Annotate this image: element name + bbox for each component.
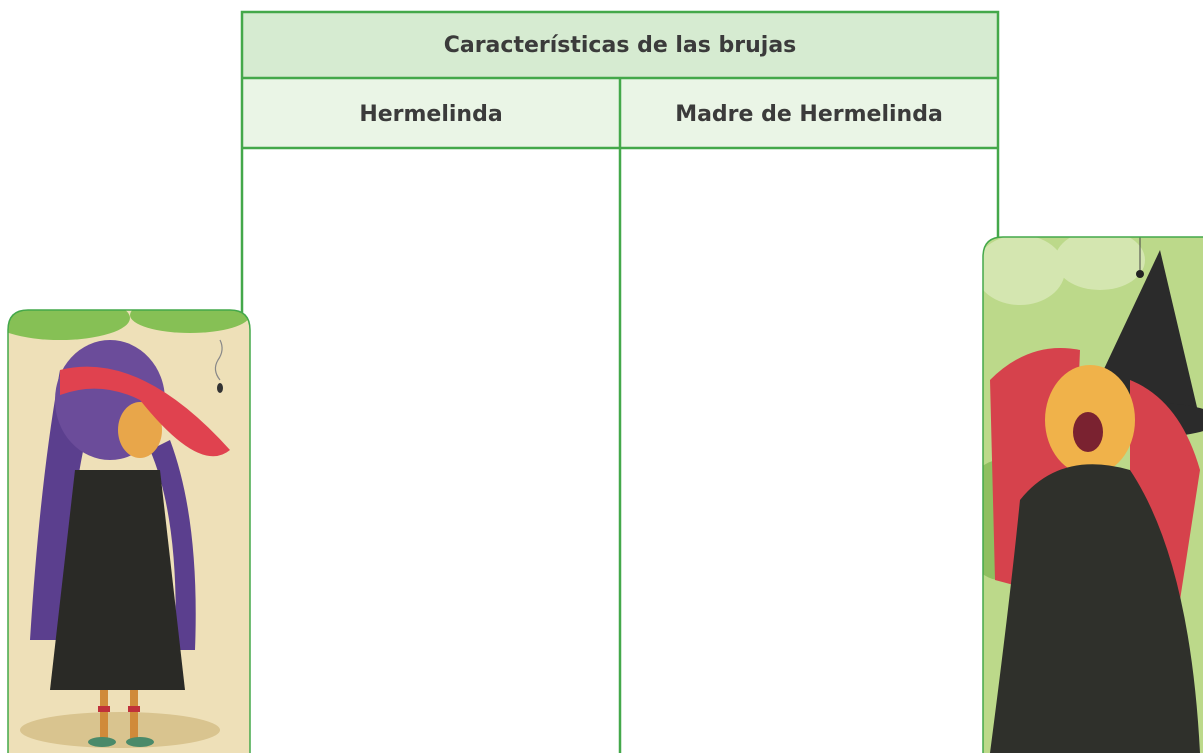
characteristics-table: Características de las brujas Hermelinda… xyxy=(240,10,1000,753)
column-header: Hermelinda xyxy=(359,102,502,127)
title-row xyxy=(242,12,998,78)
hermelinda-illustration xyxy=(7,309,251,753)
mother-illustration xyxy=(982,236,1203,753)
table-title: Características de las brujas xyxy=(444,33,797,58)
column-header: Madre de Hermelinda xyxy=(675,102,943,127)
